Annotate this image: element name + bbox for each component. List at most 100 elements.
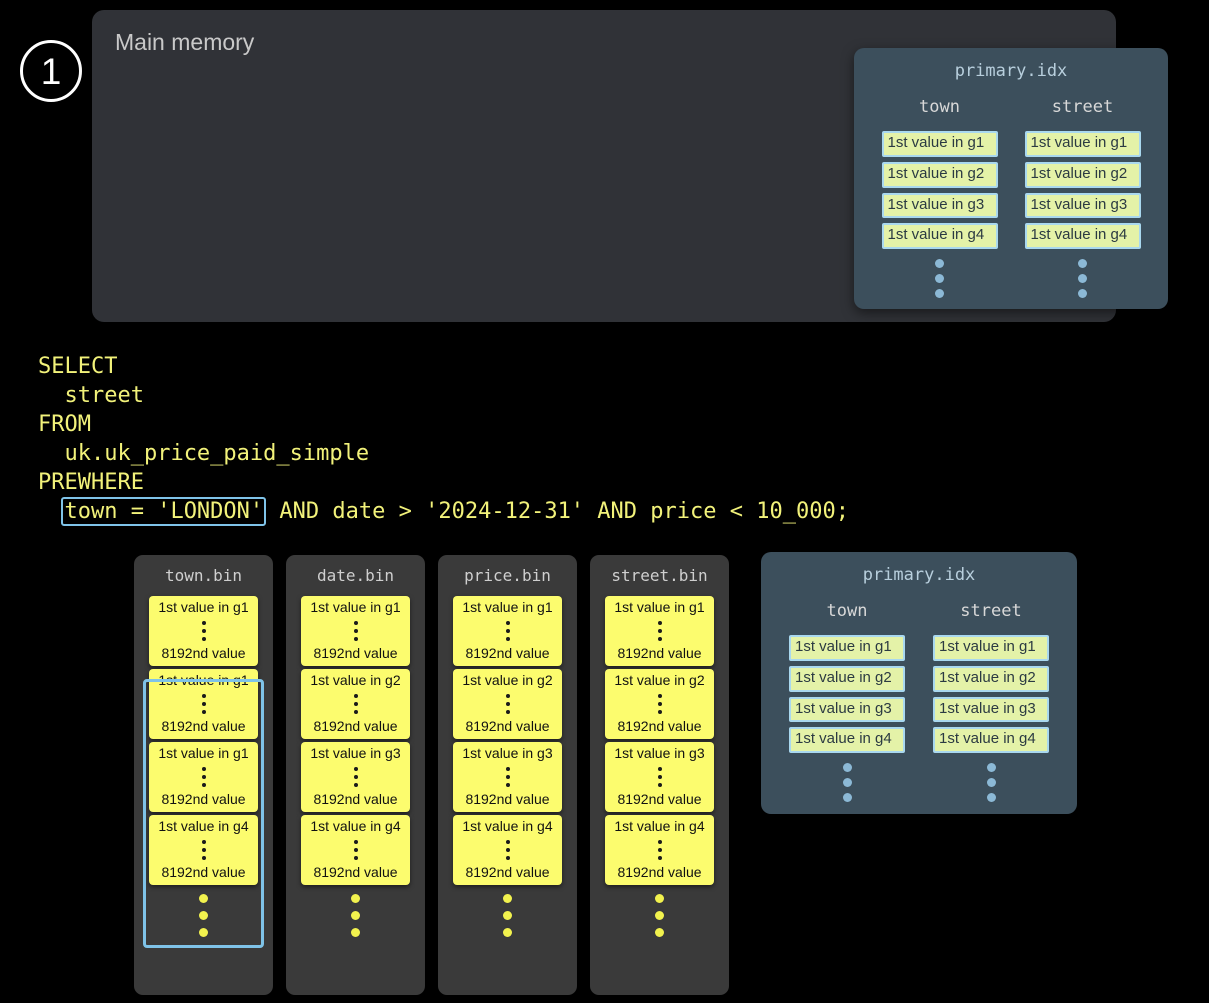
granule-box: 1st value in g3 8192nd value bbox=[605, 742, 714, 812]
granule-first-value: 1st value in g3 bbox=[462, 745, 553, 761]
primary-index-column-street: street 1st value in g1 1st value in g2 1… bbox=[924, 601, 1058, 802]
granule-first-value: 1st value in g4 bbox=[462, 818, 553, 834]
vertical-ellipsis-icon bbox=[151, 762, 256, 791]
primary-index-cell: 1st value in g4 bbox=[1024, 223, 1141, 249]
primary-index-cell: 1st value in g4 bbox=[933, 727, 1049, 753]
primary-index-cell: 1st value in g3 bbox=[881, 192, 998, 219]
vertical-ellipsis-icon bbox=[151, 835, 256, 864]
primary-index-cell: 1st value in g4 bbox=[881, 223, 998, 249]
granule-first-value: 1st value in g1 bbox=[310, 599, 401, 615]
granule-last-value: 8192nd value bbox=[617, 791, 702, 807]
granule-first-value: 1st value in g4 bbox=[614, 818, 705, 834]
column-file-street: street.bin 1st value in g1 8192nd value … bbox=[590, 555, 729, 995]
granule-box: 1st value in g1 8192nd value bbox=[453, 596, 562, 666]
vertical-ellipsis-icon bbox=[455, 689, 560, 718]
granule-first-value: 1st value in g3 bbox=[310, 745, 401, 761]
granule-box: 1st value in g1 8192nd value bbox=[301, 596, 410, 666]
primary-index-title: primary.idx bbox=[954, 61, 1068, 81]
primary-index-title: primary.idx bbox=[862, 565, 976, 585]
column-file-date: date.bin 1st value in g1 8192nd value 1s… bbox=[286, 555, 425, 995]
column-file-town: town.bin 1st value in g1 8192nd value 1s… bbox=[134, 555, 273, 995]
sql-line-prewhere: PREWHERE bbox=[38, 470, 144, 495]
column-file-title: date.bin bbox=[316, 566, 395, 585]
primary-index-columns: town 1st value in g1 1st value in g2 1st… bbox=[854, 97, 1168, 298]
primary-index-cell: 1st value in g4 bbox=[789, 727, 905, 753]
main-memory-panel: Main memory primary.idx town 1st value i… bbox=[92, 10, 1168, 322]
sql-highlighted-predicate: town = 'LONDON' bbox=[61, 497, 267, 526]
primary-index-panel-disk: primary.idx town 1st value in g1 1st val… bbox=[761, 552, 1077, 814]
granule-last-value: 8192nd value bbox=[161, 791, 246, 807]
sql-line-projection: street bbox=[64, 383, 144, 408]
granule-first-value: 1st value in g2 bbox=[462, 672, 553, 688]
granule-first-value: 1st value in g2 bbox=[310, 672, 401, 688]
primary-index-columns: town 1st value in g1 1st value in g2 1st… bbox=[761, 601, 1077, 802]
primary-index-panel-memory: primary.idx town 1st value in g1 1st val… bbox=[854, 48, 1168, 309]
sql-line-from: FROM bbox=[38, 412, 91, 437]
granule-last-value: 8192nd value bbox=[465, 791, 550, 807]
primary-index-cell: 1st value in g3 bbox=[789, 696, 905, 723]
granule-box: 1st value in g3 8192nd value bbox=[453, 742, 562, 812]
granule-box: 1st value in g2 8192nd value bbox=[605, 669, 714, 739]
vertical-ellipsis-icon bbox=[303, 689, 408, 718]
vertical-ellipsis-icon bbox=[151, 616, 256, 645]
step-number-marker: 1 bbox=[20, 40, 82, 102]
vertical-ellipsis-icon bbox=[655, 894, 664, 937]
granule-first-value: 1st value in g1 bbox=[158, 672, 249, 688]
granule-box: 1st value in g4 8192nd value bbox=[149, 815, 258, 885]
granule-first-value: 1st value in g1 bbox=[614, 599, 705, 615]
column-file-title: town.bin bbox=[164, 566, 243, 585]
granule-last-value: 8192nd value bbox=[465, 718, 550, 734]
primary-index-column-header: street bbox=[960, 601, 1022, 621]
column-file-title: price.bin bbox=[464, 566, 551, 585]
granule-box: 1st value in g4 8192nd value bbox=[605, 815, 714, 885]
sql-line-select: SELECT bbox=[38, 354, 118, 379]
granule-box: 1st value in g1 8192nd value bbox=[149, 669, 258, 739]
primary-index-cell: 1st value in g1 bbox=[789, 635, 905, 661]
vertical-ellipsis-icon bbox=[607, 689, 712, 718]
granule-box: 1st value in g3 8192nd value bbox=[301, 742, 410, 812]
granule-box: 1st value in g1 8192nd value bbox=[605, 596, 714, 666]
sql-query-block: SELECT street FROM uk.uk_price_paid_simple P… bbox=[38, 352, 849, 526]
granule-list: 1st value in g1 8192nd value 1st value i… bbox=[301, 596, 410, 885]
vertical-ellipsis-icon bbox=[303, 616, 408, 645]
main-memory-title: Main memory bbox=[115, 29, 255, 55]
granule-first-value: 1st value in g1 bbox=[158, 745, 249, 761]
vertical-ellipsis-icon bbox=[503, 894, 512, 937]
granule-last-value: 8192nd value bbox=[313, 791, 398, 807]
primary-index-column-street: street 1st value in g1 1st value in g2 1… bbox=[1016, 97, 1150, 298]
primary-index-cell: 1st value in g3 bbox=[1024, 192, 1141, 219]
vertical-ellipsis-icon bbox=[986, 763, 996, 802]
vertical-ellipsis-icon bbox=[842, 763, 852, 802]
vertical-ellipsis-icon bbox=[607, 835, 712, 864]
granule-first-value: 1st value in g1 bbox=[462, 599, 553, 615]
vertical-ellipsis-icon bbox=[199, 894, 208, 937]
vertical-ellipsis-icon bbox=[151, 689, 256, 718]
granule-first-value: 1st value in g1 bbox=[158, 599, 249, 615]
column-files-row: town.bin 1st value in g1 8192nd value 1s… bbox=[134, 555, 729, 995]
sql-line-table: uk.uk_price_paid_simple bbox=[64, 441, 370, 466]
vertical-ellipsis-icon bbox=[607, 762, 712, 791]
primary-index-column-town: town 1st value in g1 1st value in g2 1st… bbox=[873, 97, 1007, 298]
granule-box: 1st value in g2 8192nd value bbox=[301, 669, 410, 739]
granule-list: 1st value in g1 8192nd value 1st value i… bbox=[605, 596, 714, 885]
primary-index-cell: 1st value in g2 bbox=[789, 665, 905, 692]
column-file-price: price.bin 1st value in g1 8192nd value 1… bbox=[438, 555, 577, 995]
granule-last-value: 8192nd value bbox=[313, 864, 398, 880]
primary-index-column-header: town bbox=[826, 601, 868, 621]
primary-index-column-header: street bbox=[1051, 97, 1114, 117]
granule-last-value: 8192nd value bbox=[313, 718, 398, 734]
granule-box: 1st value in g4 8192nd value bbox=[301, 815, 410, 885]
vertical-ellipsis-icon bbox=[1078, 259, 1087, 298]
primary-index-column-header: town bbox=[919, 97, 960, 117]
primary-index-cell: 1st value in g2 bbox=[881, 161, 998, 188]
granule-last-value: 8192nd value bbox=[465, 864, 550, 880]
granule-first-value: 1st value in g2 bbox=[614, 672, 705, 688]
granule-first-value: 1st value in g3 bbox=[614, 745, 705, 761]
granule-list: 1st value in g1 8192nd value 1st value i… bbox=[143, 596, 264, 948]
primary-index-cell: 1st value in g1 bbox=[1024, 131, 1141, 157]
granule-box: 1st value in g1 8192nd value bbox=[149, 596, 258, 666]
vertical-ellipsis-icon bbox=[455, 762, 560, 791]
step-number-label: 1 bbox=[40, 50, 62, 92]
sql-line-predicates: town = 'LONDON' AND date > '2024-12-31' … bbox=[38, 497, 849, 526]
granule-box: 1st value in g1 8192nd value bbox=[149, 742, 258, 812]
